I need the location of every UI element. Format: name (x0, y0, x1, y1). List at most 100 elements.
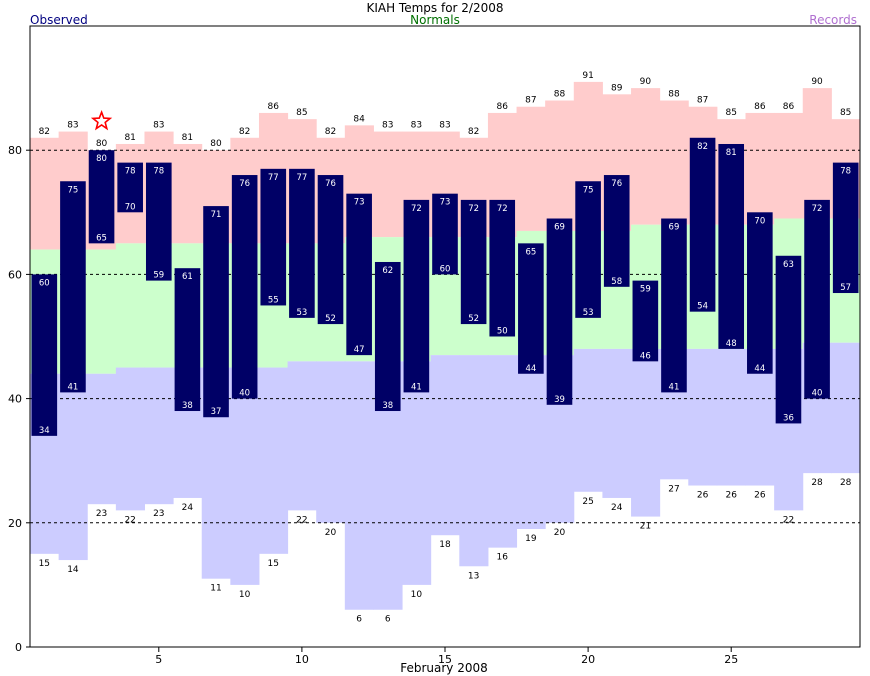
record-low-label: 10 (239, 590, 251, 600)
observed-bar (289, 168, 315, 318)
record-high-label: 90 (640, 77, 652, 87)
record-low-label: 20 (554, 528, 566, 538)
record-low-label: 23 (96, 509, 107, 519)
normal-range-band (87, 249, 117, 374)
record-low-label: 22 (124, 515, 135, 525)
observed-low-label: 38 (382, 401, 393, 411)
record-low-label: 13 (468, 571, 479, 581)
record-low-band (487, 355, 518, 548)
observed-low-label: 59 (153, 271, 164, 281)
y-tick-label: 60 (8, 268, 22, 281)
observed-bar (804, 199, 830, 399)
observed-low-label: 52 (468, 314, 479, 324)
observed-bar (546, 218, 573, 405)
record-high-label: 82 (239, 127, 250, 137)
y-tick-label: 80 (8, 144, 22, 157)
record-high-label: 90 (811, 77, 823, 87)
record-low-band (573, 348, 603, 492)
observed-low-label: 47 (354, 345, 365, 355)
observed-low-label: 41 (68, 382, 79, 392)
observed-bar (60, 181, 86, 393)
observed-bar (575, 181, 601, 318)
record-high-label: 83 (153, 121, 164, 131)
record-low-band (115, 367, 145, 511)
observed-high-label: 59 (640, 285, 651, 295)
observed-low-label: 60 (440, 264, 451, 274)
record-low-label: 27 (668, 484, 679, 494)
records-legend-label: Records (809, 13, 857, 27)
record-low-band (402, 361, 432, 585)
observed-bar (718, 143, 745, 349)
record-high-label: 81 (124, 133, 135, 143)
record-low-label: 22 (783, 515, 794, 525)
observed-bar (747, 212, 773, 374)
record-star-icon (90, 109, 113, 131)
record-high-band (173, 143, 203, 244)
observed-bar (117, 162, 143, 213)
record-high-label: 85 (840, 108, 851, 118)
record-high-label: 83 (67, 121, 78, 131)
record-high-band (745, 112, 775, 225)
record-high-label: 88 (554, 90, 566, 100)
observed-low-label: 52 (325, 314, 336, 324)
observed-low-label: 57 (840, 283, 851, 293)
observed-high-label: 60 (39, 278, 50, 288)
y-tick-label: 40 (8, 393, 22, 406)
observed-bar (346, 193, 372, 356)
observed-bar (174, 268, 201, 412)
chart-title: KIAH Temps for 2/2008 (366, 1, 504, 15)
observed-bar (518, 243, 544, 374)
observed-bar (203, 206, 229, 418)
record-high-label: 82 (468, 127, 479, 137)
observed-low-label: 58 (611, 277, 622, 287)
observed-low-label: 46 (640, 351, 651, 361)
record-low-band (716, 348, 747, 486)
observed-high-label: 73 (440, 198, 451, 208)
record-high-label: 86 (268, 102, 280, 112)
record-low-band (602, 348, 632, 498)
record-high-band (659, 100, 689, 225)
record-high-label: 82 (325, 127, 336, 137)
observed-high-label: 69 (669, 223, 680, 233)
observed-bar (603, 175, 630, 287)
record-low-label: 11 (210, 584, 221, 594)
record-high-label: 87 (697, 96, 708, 106)
record-low-band (516, 355, 546, 530)
record-low-label: 26 (697, 491, 709, 501)
normal-range-band (115, 243, 145, 368)
observed-high-label: 76 (611, 179, 622, 189)
observed-high-label: 80 (96, 154, 107, 164)
observed-low-label: 53 (583, 308, 594, 318)
observed-bar (31, 274, 58, 436)
observed-high-label: 73 (354, 198, 365, 208)
observed-high-label: 76 (325, 179, 336, 189)
observed-high-label: 72 (468, 204, 479, 214)
record-low-band (344, 361, 374, 610)
observed-bar (403, 199, 430, 393)
x-axis-label: February 2008 (400, 661, 488, 675)
record-low-label: 6 (356, 615, 362, 625)
observed-low-label: 41 (669, 382, 680, 392)
observed-high-label: 69 (554, 223, 565, 233)
observed-high-label: 75 (68, 185, 79, 195)
observed-bar (661, 218, 687, 393)
observed-legend-label: Observed (30, 13, 88, 27)
observed-bar (775, 255, 802, 424)
record-low-label: 22 (296, 515, 307, 525)
record-low-label: 15 (268, 559, 279, 569)
y-tick-label: 20 (8, 517, 22, 530)
record-high-label: 83 (411, 121, 422, 131)
record-low-label: 10 (411, 590, 423, 600)
record-high-band (802, 88, 832, 219)
record-high-label: 84 (353, 114, 365, 124)
observed-high-label: 77 (296, 173, 307, 183)
observed-high-label: 78 (840, 167, 851, 177)
observed-high-label: 63 (783, 260, 794, 270)
record-high-band (631, 88, 661, 225)
observed-low-label: 40 (239, 389, 250, 399)
observed-bar (432, 193, 458, 275)
y-tick-label: 0 (15, 641, 22, 654)
record-low-label: 19 (525, 534, 537, 544)
observed-high-label: 77 (268, 173, 279, 183)
